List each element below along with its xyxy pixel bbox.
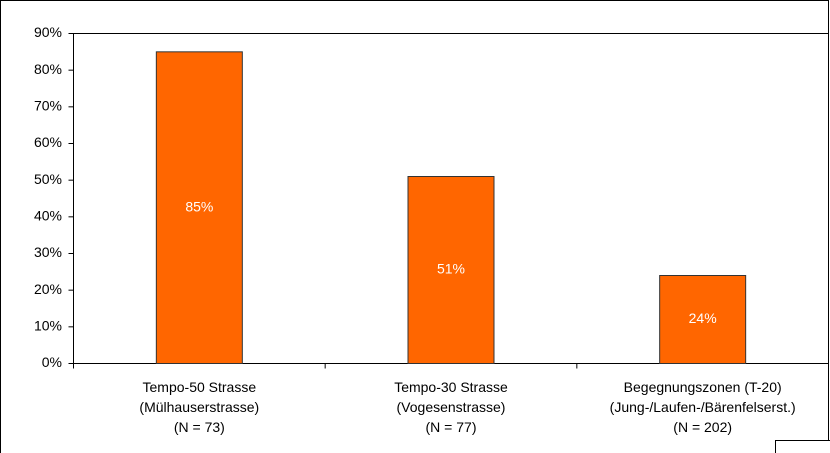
bar	[155, 51, 243, 364]
bar	[407, 176, 495, 364]
y-tick-label: 20%	[34, 281, 62, 297]
legend-box	[775, 440, 830, 453]
x-tick-label: Tempo-50 Strasse	[143, 379, 257, 395]
y-tick-label: 60%	[34, 134, 62, 150]
y-tick-label: 90%	[34, 24, 62, 40]
y-tick-label: 0%	[42, 354, 62, 370]
value-label: 85%	[185, 198, 213, 214]
x-tick-label: (N = 73)	[174, 419, 225, 435]
x-tick-label: (Jung-/Laufen-/Bärenfelserst.)	[610, 399, 796, 415]
y-tick-label: 80%	[34, 61, 62, 77]
y-tick-label: 70%	[34, 98, 62, 114]
x-tick-label: (Mülhauserstrasse)	[139, 399, 259, 415]
x-tick-label: Tempo-30 Strasse	[394, 379, 508, 395]
bar	[659, 275, 747, 364]
value-label: 24%	[689, 310, 717, 326]
x-tick-label: (N = 202)	[673, 419, 732, 435]
y-tick-label: 50%	[34, 171, 62, 187]
value-label: 51%	[437, 261, 465, 277]
y-tick-label: 40%	[34, 208, 62, 224]
x-tick-label: (N = 77)	[426, 419, 477, 435]
y-tick-label: 30%	[34, 244, 62, 260]
x-tick-label: (Vogesenstrasse)	[397, 399, 506, 415]
x-tick-label: Begegnungszonen (T-20)	[624, 379, 782, 395]
y-tick-label: 10%	[34, 318, 62, 334]
